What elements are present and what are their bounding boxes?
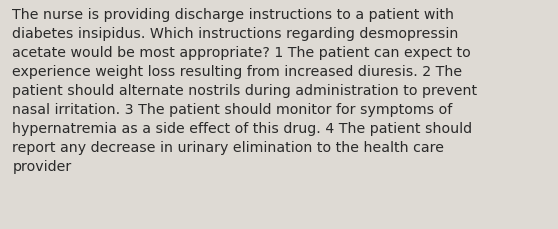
- Text: The nurse is providing discharge instructions to a patient with
diabetes insipid: The nurse is providing discharge instruc…: [12, 8, 478, 173]
